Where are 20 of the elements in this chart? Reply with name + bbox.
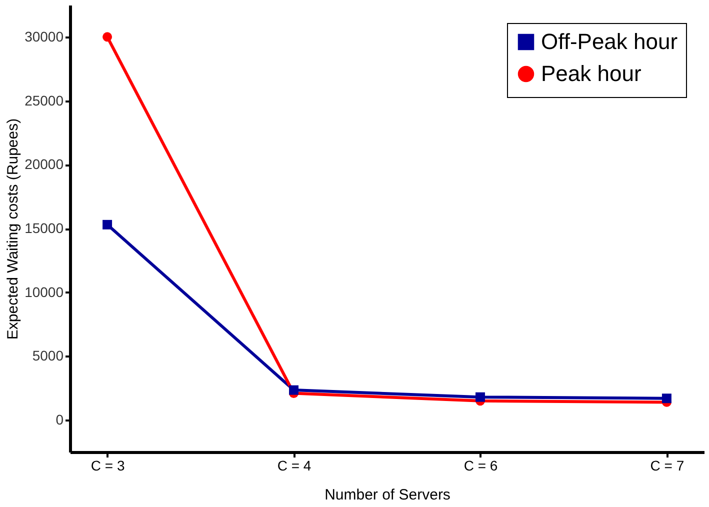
- x-tick-label: C = 7: [650, 458, 684, 474]
- y-tick-label: 5000: [32, 348, 64, 364]
- y-tick-label: 10000: [24, 284, 64, 300]
- y-tick-label: 15000: [24, 220, 64, 236]
- y-axis-title: Expected Waiting costs (Rupees): [4, 118, 22, 340]
- point: [102, 220, 112, 230]
- legend-label: Peak hour: [541, 61, 642, 86]
- point: [475, 392, 485, 402]
- y-tick-label: 20000: [24, 156, 64, 172]
- point: [289, 385, 299, 395]
- x-tick-label: C = 4: [277, 458, 312, 474]
- x-tick-label: C = 3: [90, 458, 125, 474]
- y-tick-label: 0: [56, 412, 64, 428]
- legend-label: Off-Peak hour: [541, 29, 678, 54]
- y-tick-label: 30000: [24, 28, 64, 44]
- x-tick-label: C = 6: [464, 458, 498, 474]
- x-axis-title: Number of Servers: [324, 486, 450, 504]
- point: [102, 32, 112, 42]
- point: [662, 394, 672, 404]
- y-tick-label: 25000: [24, 92, 64, 108]
